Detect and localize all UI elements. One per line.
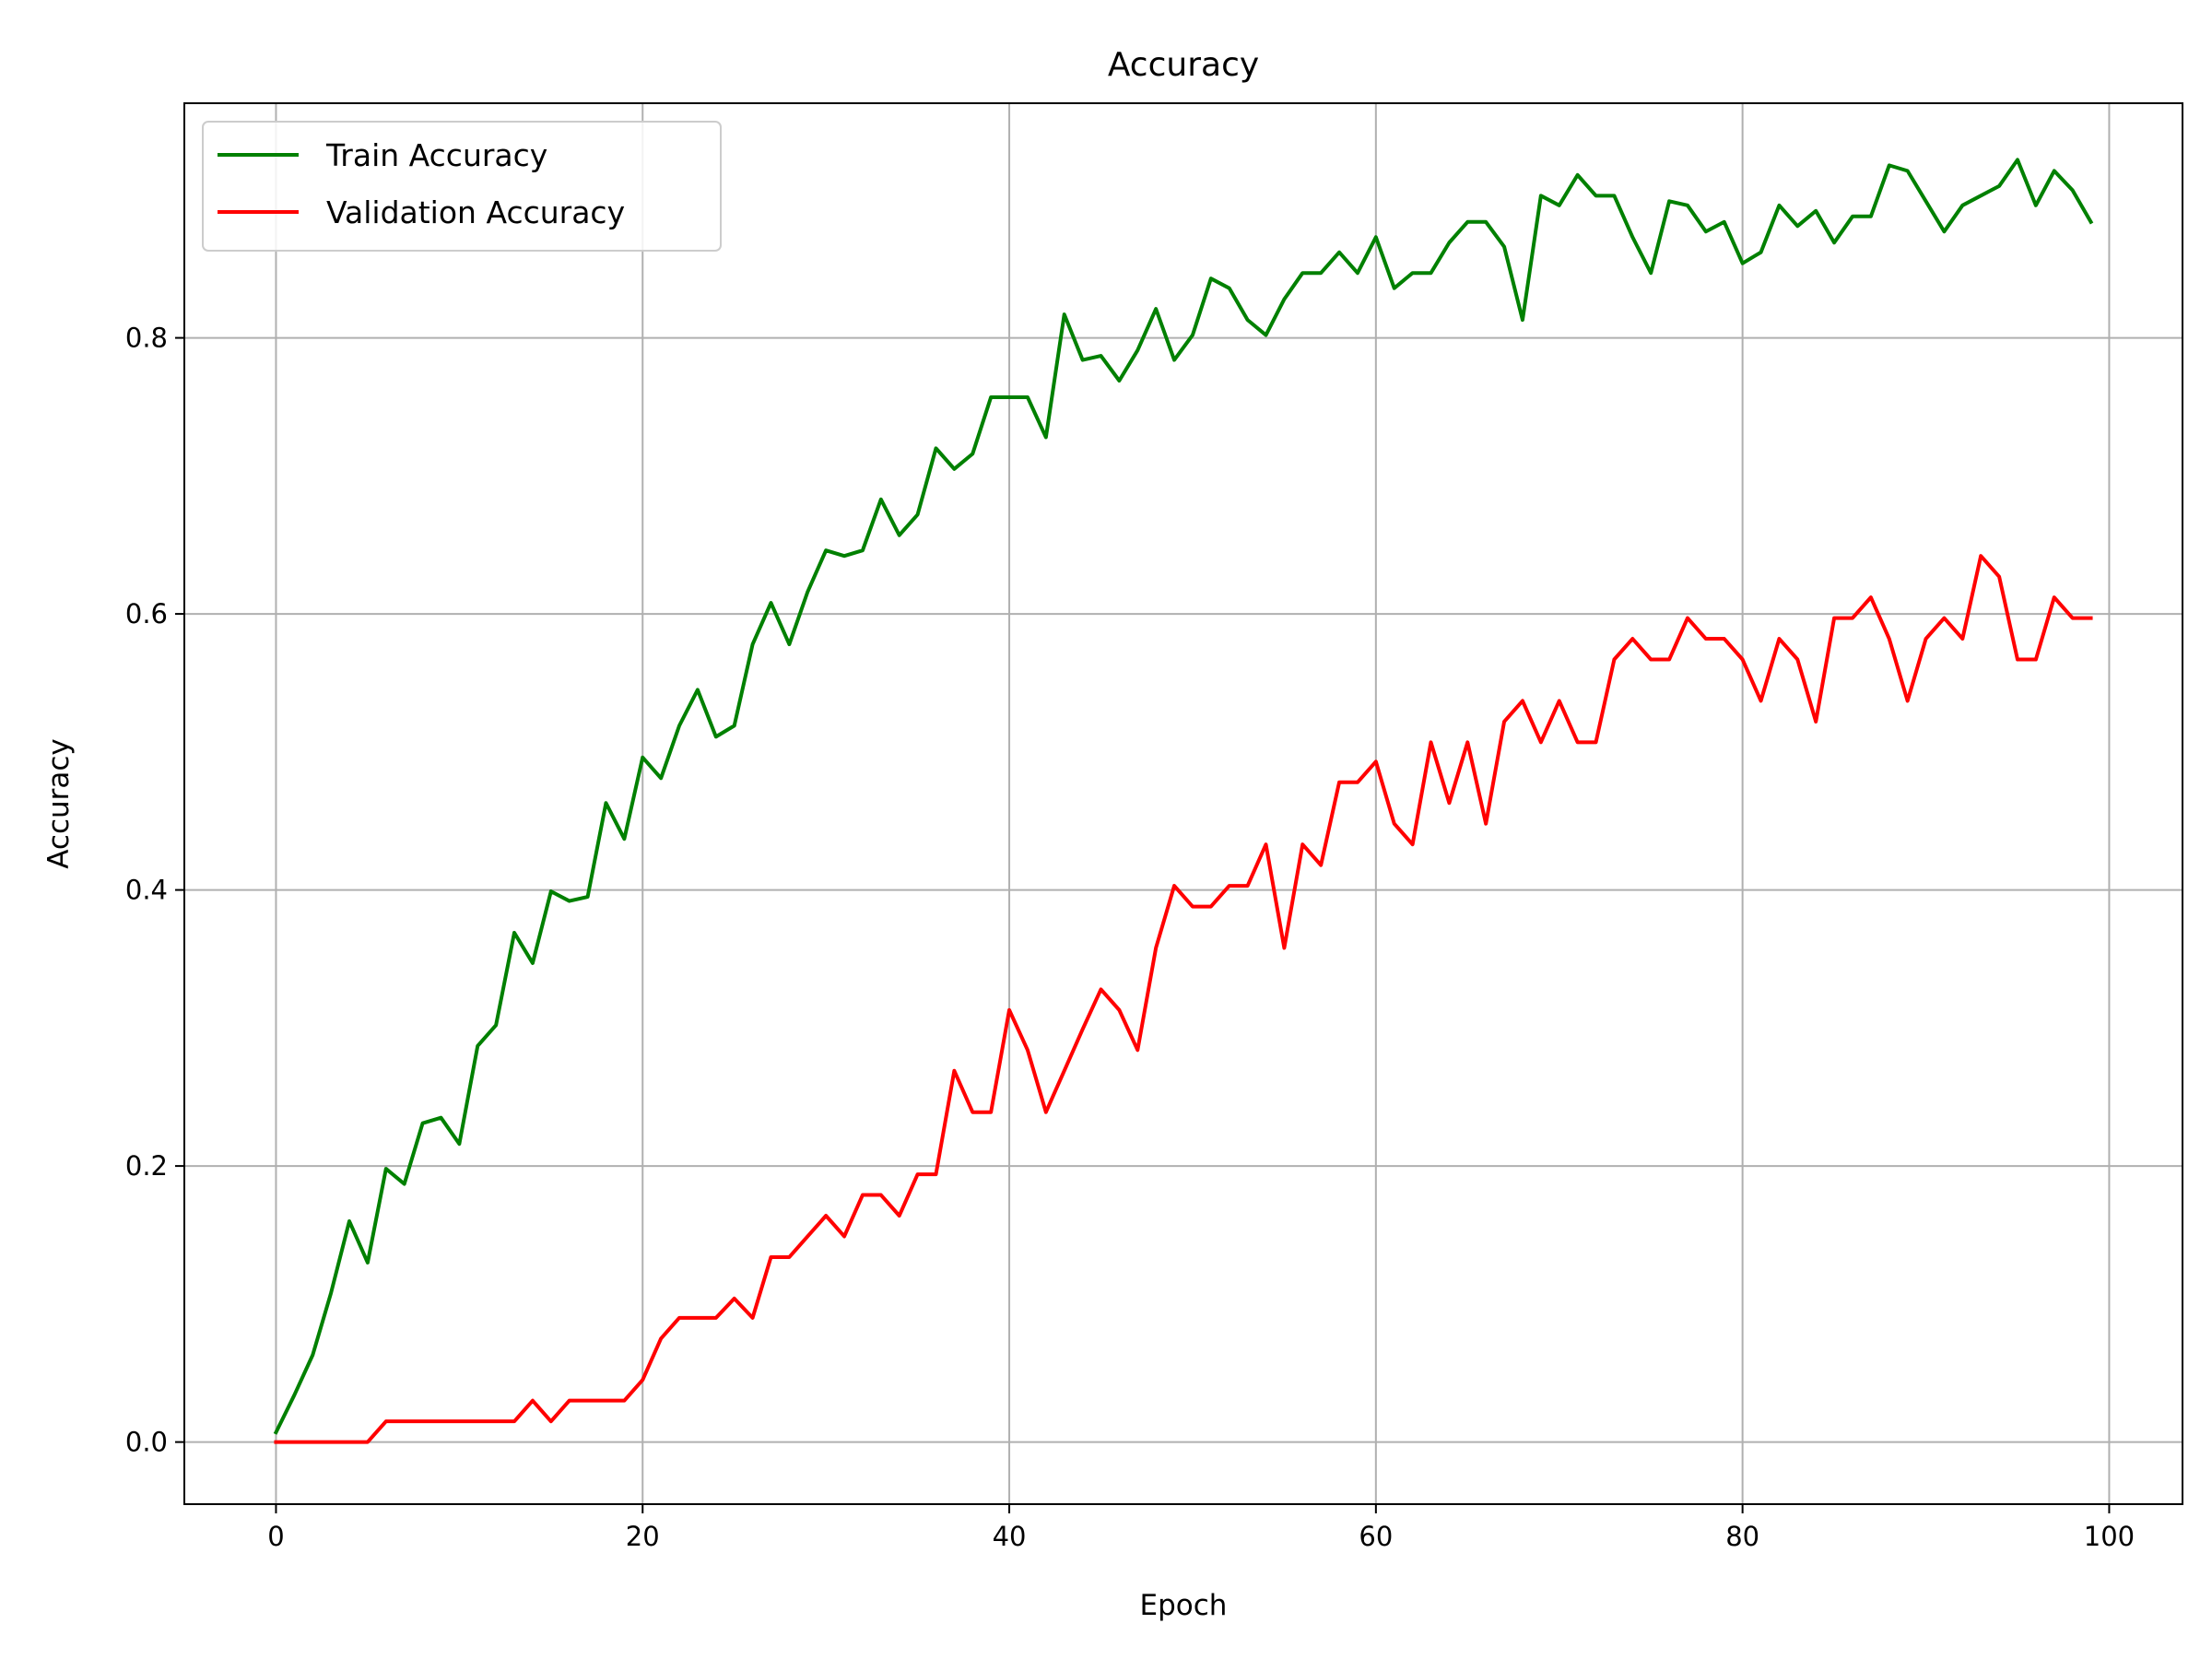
series-line-train-accuracy: [273, 158, 2094, 1435]
grid-lines: [184, 103, 2183, 1504]
x-axis-label: Epoch: [1140, 1589, 1228, 1622]
x-tick-label: 100: [2084, 1521, 2135, 1552]
y-tick-label: 0.2: [125, 1150, 168, 1182]
plot-frame: [183, 102, 2183, 1505]
legend-label-validation-accuracy: Validation Accuracy: [326, 194, 625, 230]
y-axis-label: Accuracy: [42, 738, 76, 869]
y-tick-label: 0.4: [125, 875, 168, 906]
x-tick-label: 20: [626, 1521, 660, 1552]
y-tick-label: 0.6: [125, 598, 168, 629]
y-tick-label: 0.8: [125, 323, 168, 354]
legend: Train Accuracy Validation Accuracy: [202, 121, 722, 252]
series-lines: [273, 158, 2094, 1444]
axis-ticks: 0 20 40 60 80 100 0.0 0.2 0.4 0.6 0.8: [125, 323, 2135, 1552]
x-tick-label: 60: [1359, 1521, 1393, 1552]
chart-title: Accuracy: [1108, 46, 1259, 84]
series-line-validation-accuracy: [274, 554, 2093, 1444]
legend-label-train-accuracy: Train Accuracy: [325, 137, 547, 173]
legend-box: [202, 121, 722, 252]
y-tick-label: 0.0: [125, 1427, 168, 1458]
x-tick-label: 40: [993, 1521, 1027, 1552]
x-tick-label: 80: [1725, 1521, 1759, 1552]
x-tick-label: 0: [267, 1521, 284, 1552]
